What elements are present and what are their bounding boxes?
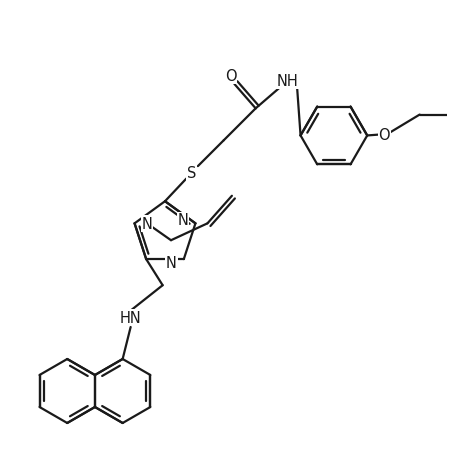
Text: HN: HN xyxy=(120,310,141,325)
Text: O: O xyxy=(225,69,237,84)
Text: O: O xyxy=(378,128,390,143)
Text: N: N xyxy=(166,256,177,270)
Text: NH: NH xyxy=(277,74,298,89)
Text: N: N xyxy=(142,216,153,232)
Text: S: S xyxy=(187,165,196,181)
Text: N: N xyxy=(178,213,189,228)
